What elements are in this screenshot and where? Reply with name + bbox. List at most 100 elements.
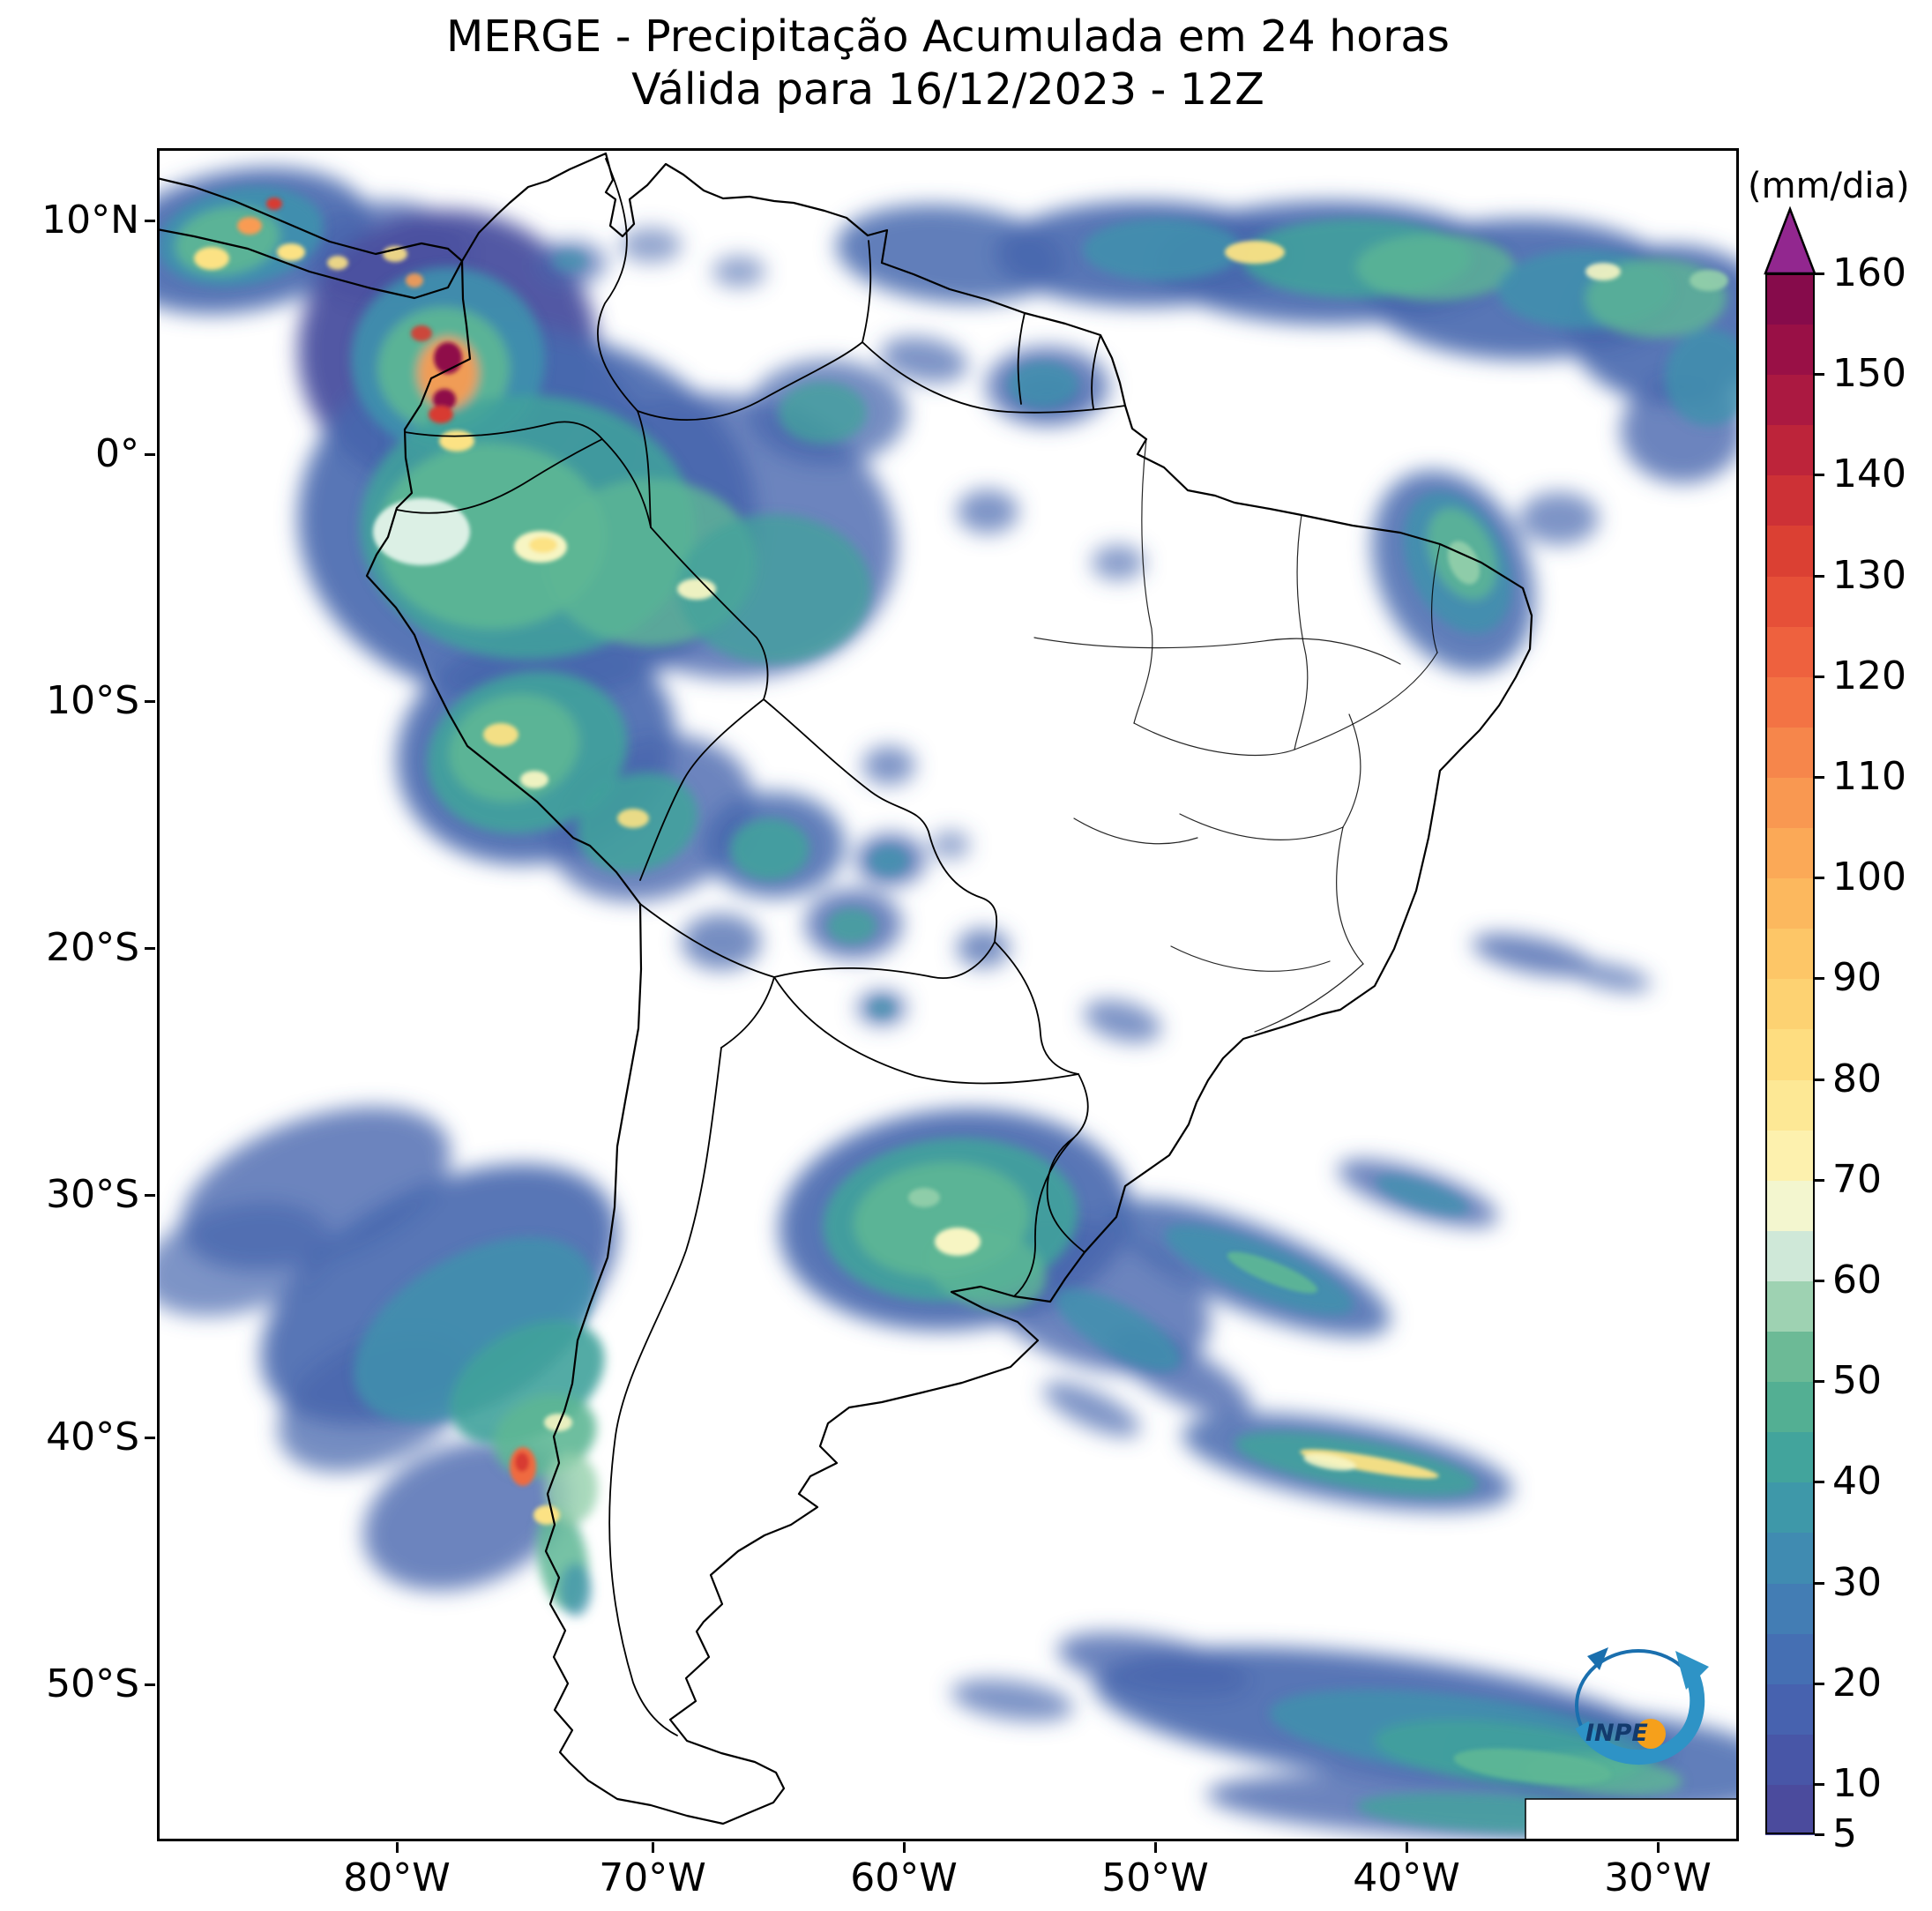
y-tick-mark — [145, 220, 155, 222]
colorbar-band — [1765, 1331, 1815, 1383]
colorbar-tick-label: 5 — [1832, 1811, 1857, 1856]
colorbar-tick-label: 20 — [1832, 1660, 1882, 1706]
x-tick-label: 80°W — [343, 1855, 451, 1900]
precip-layer-1 — [157, 186, 1739, 1834]
colorbar-band — [1765, 1582, 1815, 1634]
colorbar-band — [1765, 1079, 1815, 1131]
y-tick-mark — [145, 947, 155, 950]
precip-blob — [1453, 1748, 1612, 1785]
precip-blob — [869, 847, 908, 875]
logo-text: INPE — [1585, 1720, 1648, 1747]
y-tick-mark — [145, 1194, 155, 1197]
y-tick-label: 40°S — [46, 1415, 139, 1459]
precip-blob — [836, 205, 1065, 303]
precip-blob — [869, 999, 894, 1017]
colorbar-tick-mark — [1815, 1682, 1824, 1685]
precip-blob — [779, 382, 867, 444]
precip-blob — [1376, 1175, 1469, 1215]
precip-blob — [1665, 329, 1739, 426]
precip-blob — [1008, 362, 1078, 407]
colorbar-tick-mark — [1815, 1078, 1824, 1081]
y-tick-mark — [145, 700, 155, 703]
precip-blob — [520, 771, 548, 788]
colorbar-tick-mark — [1815, 1279, 1824, 1282]
x-tick-label: 30°W — [1604, 1855, 1712, 1900]
colorbar-band — [1765, 1280, 1815, 1332]
precip-blob — [1690, 270, 1728, 291]
precip-blob — [448, 693, 580, 802]
colorbar-tick-mark — [1815, 1581, 1824, 1585]
country-borders — [396, 158, 1126, 1736]
chart-title-line2: Válida para 16/12/2023 - 12Z — [631, 63, 1264, 115]
colorbar-band — [1765, 625, 1815, 677]
y-tick-label: 10°N — [41, 198, 139, 243]
colorbar-tick-mark — [1815, 877, 1824, 880]
colorbar-tick-mark — [1815, 574, 1824, 578]
y-tick-mark — [145, 1683, 155, 1686]
colorbar-band — [1765, 726, 1815, 778]
precip-blob — [327, 256, 348, 270]
y-tick-label: 30°S — [46, 1172, 139, 1217]
precip-blob — [617, 809, 649, 828]
precip-blob — [682, 914, 761, 970]
precip-blob — [677, 514, 871, 664]
precip-blob — [935, 1228, 981, 1256]
precip-blob — [931, 831, 970, 859]
precip-blob — [620, 228, 682, 263]
coastlines-and-borders — [157, 152, 1533, 1825]
colorbar-tick-label: 130 — [1832, 552, 1906, 598]
colorbar-tick-mark — [1815, 1178, 1824, 1182]
colorbar-tick-label: 120 — [1832, 653, 1906, 698]
precip-blob — [1056, 1288, 1181, 1371]
colorbar-tick-label: 90 — [1832, 955, 1882, 1001]
precip-blob — [1225, 241, 1285, 264]
precip-blob — [439, 430, 474, 452]
colorbar-over-arrow — [1764, 206, 1816, 275]
logo-sun-icon — [1636, 1719, 1666, 1749]
colorbar-tick-label: 150 — [1832, 351, 1906, 397]
y-tick-mark — [145, 1437, 155, 1439]
logo-backing — [1525, 1798, 1739, 1841]
precip-blob — [373, 498, 470, 565]
precip-blob — [677, 579, 716, 600]
colorbar-band — [1765, 1229, 1815, 1281]
colorbar-band — [1765, 827, 1815, 879]
colorbar-band — [1765, 776, 1815, 829]
colorbar-tick-label: 50 — [1832, 1358, 1882, 1404]
colorbar-tick-label: 100 — [1832, 855, 1906, 900]
precip-blob — [483, 723, 518, 746]
precip-blob — [1084, 999, 1161, 1043]
colorbar-tick-mark — [1815, 373, 1824, 377]
precip-blob — [194, 247, 229, 270]
colorbar-band — [1765, 1028, 1815, 1080]
colorbar-band — [1765, 374, 1815, 426]
colorbar-band — [1765, 1683, 1815, 1735]
colorbar-band — [1765, 877, 1815, 929]
colorbar-band — [1765, 575, 1815, 627]
colorbar-band — [1765, 676, 1815, 728]
colorbar-band — [1765, 1482, 1815, 1534]
y-tick-label: 50°S — [46, 1661, 139, 1706]
colorbar-tick-mark — [1815, 1782, 1824, 1786]
colorbar-band — [1765, 324, 1815, 376]
y-tick-mark — [145, 453, 155, 456]
colorbar-tick-mark — [1815, 474, 1824, 477]
logo-orbit-arrowhead-icon — [1587, 1647, 1608, 1670]
colorbar-tick-mark — [1815, 977, 1824, 981]
colorbar-tick-label: 140 — [1832, 452, 1906, 497]
colorbar-tick-label: 70 — [1832, 1156, 1882, 1202]
precip-blob — [908, 1188, 940, 1207]
precip-blob — [951, 1679, 1074, 1721]
colorbar-tick-mark — [1815, 272, 1824, 275]
precip-blob — [1519, 492, 1599, 545]
colorbar-tick-label: 110 — [1832, 753, 1906, 799]
x-tick-label: 50°W — [1101, 1855, 1209, 1900]
precip-blob — [1472, 933, 1593, 977]
x-tick-mark — [652, 1842, 654, 1853]
precip-blob — [237, 217, 262, 235]
precip-blob — [730, 818, 809, 880]
colorbar-over-arrow-shape — [1764, 206, 1816, 275]
colorbar-band — [1765, 1532, 1815, 1584]
colorbar-unit-label: (mm/dia) — [1748, 166, 1910, 206]
